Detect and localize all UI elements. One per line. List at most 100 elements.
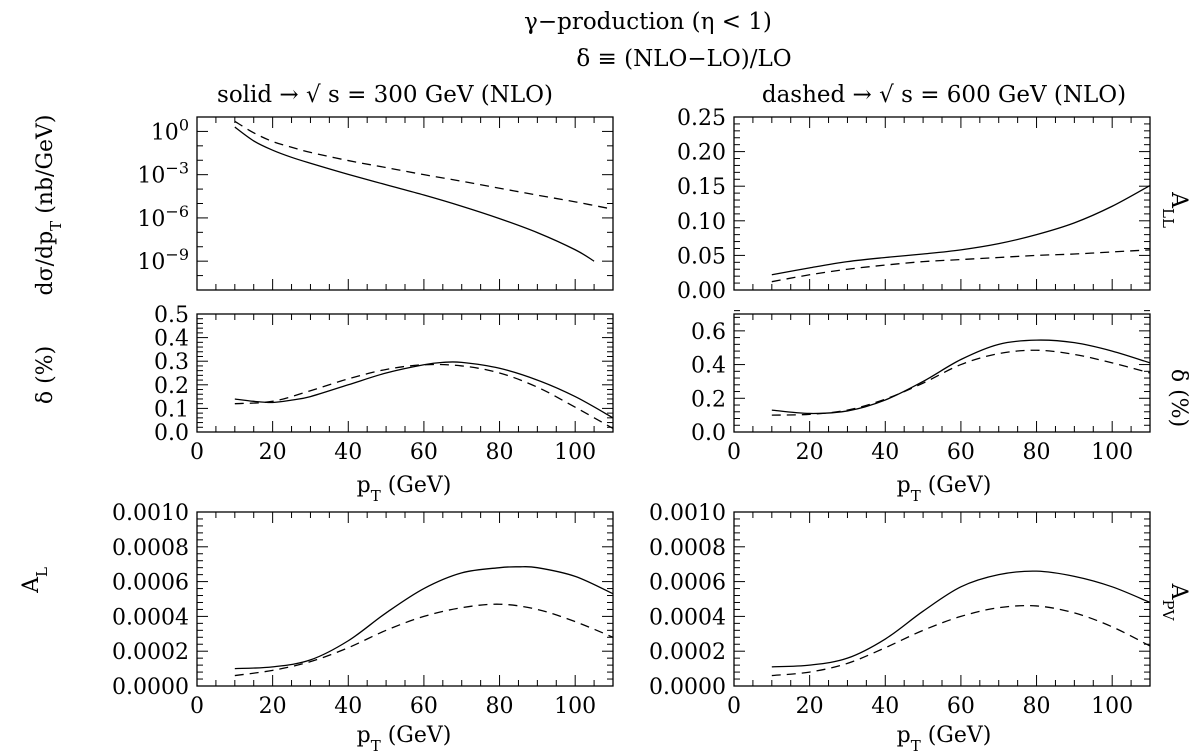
delta300-ticks (196, 313, 614, 433)
delta300-ytick-label: 0.1 (154, 397, 189, 422)
apv-xtick-label: 40 (871, 694, 899, 719)
delta300-ytick-label: 0.4 (154, 327, 189, 352)
delta300-frame (196, 313, 614, 433)
delta300-ylabel: δ (%) (33, 346, 58, 404)
header-definition: δ ≡ (NLO−LO)/LO (576, 46, 791, 72)
apv-series-solid (771, 570, 1150, 668)
all-ylabel: ALL (1159, 191, 1191, 228)
all-ytick-label: 0.20 (677, 141, 726, 166)
apv-xtick-label: 20 (796, 694, 824, 719)
apv-xtick-label: 100 (1091, 694, 1133, 719)
xsec-ytick-label: 10−9 (137, 245, 189, 276)
al-ylabel: AL (19, 567, 51, 594)
delta600-ylabel: δ (%) (1166, 369, 1191, 427)
all-frame (733, 116, 1151, 291)
all-ytick-label: 0.10 (677, 210, 726, 235)
delta300-xtick-label: 20 (259, 440, 287, 465)
apv-xtick-label: 80 (1023, 694, 1051, 719)
apv-ytick-label: 0.0000 (649, 675, 726, 700)
all-ytick-label: 0.25 (677, 106, 726, 131)
all-ticks (733, 116, 1151, 291)
delta300-xtick-label: 40 (334, 440, 362, 465)
delta300-xtick-label: 80 (486, 440, 514, 465)
delta300-panel: 0.00.10.20.30.40.5 0 20 40 60 80 100 (154, 303, 614, 465)
al-panel: 0.0000 0.0002 0.0004 0.0006 0.0008 0.0010 0 20 4… (112, 501, 614, 719)
al-ticks (196, 511, 614, 687)
al-ytick-label: 0.0008 (112, 536, 189, 561)
delta300-xtick-label: 0 (190, 440, 204, 465)
apv-xtick-label: 60 (947, 694, 975, 719)
delta300-ytick-label: 0.3 (154, 350, 189, 375)
xsec-ylabel: dσ/dpT (nb/GeV) (33, 114, 65, 295)
right-caption: dashed → √ s = 600 GeV (NLO) (762, 82, 1126, 108)
al-frame (196, 511, 614, 687)
apv-xtick-label: 0 (727, 694, 741, 719)
al-xlabel: pT (GeV) (357, 723, 452, 753)
delta600-xtick-label: 0 (727, 440, 741, 465)
all-panel: 0.00 0.05 0.10 0.15 0.20 0.25 (677, 106, 1151, 304)
delta600-panel: 0.0 0.2 0.4 0.6 0 20 40 60 80 100 (691, 310, 1151, 465)
al-xtick-label: 20 (259, 694, 287, 719)
al-xtick-label: 100 (554, 694, 596, 719)
delta300-series-dashed (234, 363, 613, 430)
al-xtick-label: 80 (486, 694, 514, 719)
delta600-xtick-label: 80 (1023, 440, 1051, 465)
delta600-xtick-label: 40 (871, 440, 899, 465)
al-series-solid (234, 565, 613, 670)
apv-frame (733, 511, 1151, 687)
apv-ytick-label: 0.0006 (649, 571, 726, 596)
delta300-xtick-label: 60 (410, 440, 438, 465)
xsec-ytick-label: 100 (151, 115, 189, 146)
left-caption: solid → √ s = 300 GeV (NLO) (217, 82, 553, 108)
delta300-ytick-label: 0.5 (154, 303, 189, 328)
all-ytick-label: 0.15 (677, 175, 726, 200)
apv-ytick-label: 0.0004 (649, 605, 726, 630)
al-ytick-label: 0.0006 (112, 571, 189, 596)
delta600-ytick-label: 0.4 (691, 354, 726, 379)
delta600-xtick-label: 100 (1091, 440, 1133, 465)
delta600-xtick-label: 60 (947, 440, 975, 465)
delta600-series-dashed (771, 349, 1150, 416)
all-series-dashed (771, 249, 1150, 283)
delta600-ytick-label: 0.0 (691, 421, 726, 446)
header-title: γ−production (η < 1) (524, 9, 772, 35)
delta300-xtick-label: 100 (554, 440, 596, 465)
delta600-frame (733, 313, 1151, 433)
delta600-series-solid (771, 339, 1150, 415)
delta600-ytick-label: 0.6 (691, 320, 726, 345)
al-ytick-label: 0.0010 (112, 501, 189, 526)
xsec-ytick-label: 10−6 (137, 201, 189, 232)
apv-ytick-label: 0.0002 (649, 640, 726, 665)
apv-panel: 0.0000 0.0002 0.0004 0.0006 0.0008 0.0010 0 20 4… (649, 501, 1151, 719)
delta600-xtick-label: 20 (796, 440, 824, 465)
all-ytick-label: 0.00 (677, 279, 726, 304)
all-series-solid (771, 184, 1150, 276)
xsec-ytick-label: 10−3 (137, 158, 189, 189)
delta300-ytick-label: 0.2 (154, 374, 189, 399)
apv-ticks (733, 511, 1151, 687)
apv-ytick-label: 0.0008 (649, 536, 726, 561)
delta600-xlabel: pT (GeV) (897, 473, 992, 505)
delta600-ytick-label: 0.2 (691, 387, 726, 412)
al-xtick-label: 40 (334, 694, 362, 719)
apv-ylabel: APV (1159, 583, 1191, 622)
delta300-series-solid (234, 361, 613, 419)
delta300-xlabel: pT (GeV) (357, 473, 452, 505)
xsec-series-dashed (234, 120, 613, 210)
all-ytick-label: 0.05 (677, 244, 726, 269)
delta300-ytick-label: 0.0 (154, 421, 189, 446)
al-ytick-label: 0.0000 (112, 675, 189, 700)
al-xtick-label: 0 (190, 694, 204, 719)
delta600-ticks (733, 310, 1151, 433)
al-series-dashed (234, 603, 613, 677)
apv-series-dashed (771, 604, 1150, 677)
apv-xlabel: pT (GeV) (897, 723, 992, 753)
xsec-panel: 100 10−3 10−6 10−9 (137, 115, 614, 291)
al-ytick-label: 0.0004 (112, 605, 189, 630)
al-ytick-label: 0.0002 (112, 640, 189, 665)
al-xtick-label: 60 (410, 694, 438, 719)
xsec-series-solid (234, 126, 595, 262)
xsec-frame (196, 116, 614, 291)
apv-ytick-label: 0.0010 (649, 501, 726, 526)
